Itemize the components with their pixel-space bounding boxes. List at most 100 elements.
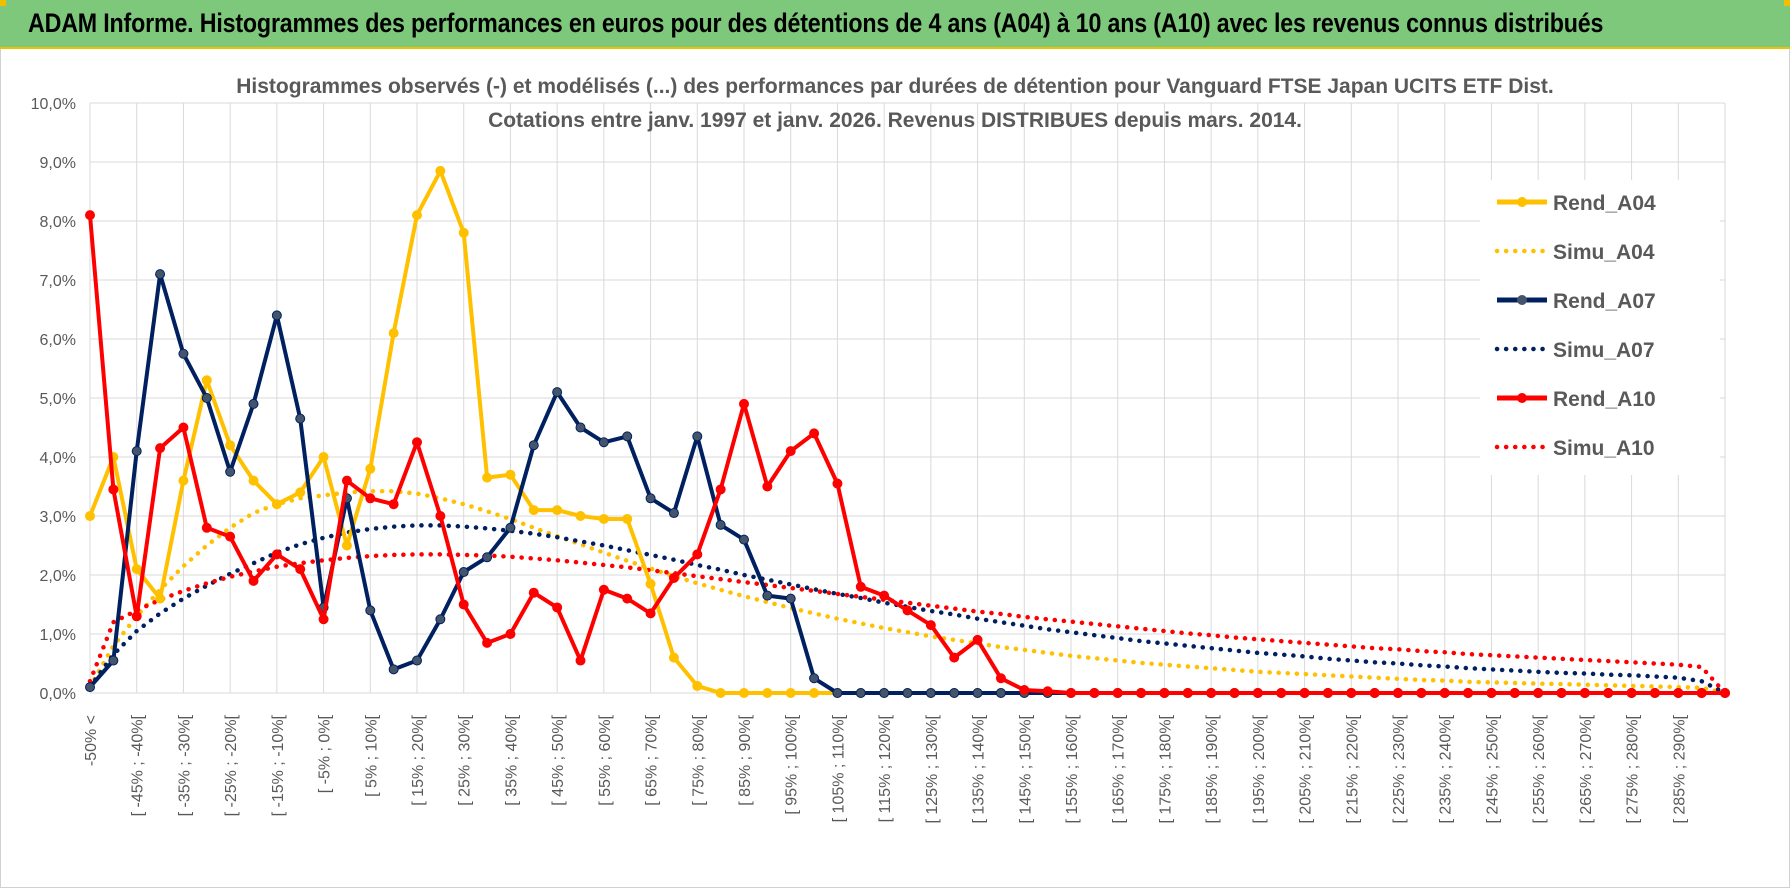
rend-a04-point bbox=[528, 505, 539, 516]
rend-a07-point bbox=[715, 519, 726, 530]
rend-a07-point bbox=[155, 269, 166, 280]
rend-a10-point bbox=[809, 428, 820, 439]
rend-a10-point bbox=[1720, 688, 1730, 698]
rend-a04-point bbox=[692, 680, 703, 691]
legend: Rend_A04 Simu_A04 Rend_A07 Simu_A07 Rend_A10… bbox=[1480, 180, 1720, 475]
y-tick-label: 3,0% bbox=[40, 509, 76, 526]
rend-a10-point bbox=[1182, 688, 1193, 698]
rend-a04-point bbox=[318, 452, 329, 462]
rend-a10-point bbox=[1579, 688, 1590, 698]
corner-mark bbox=[1784, 0, 1790, 6]
y-tick-label: 1,0% bbox=[40, 627, 76, 644]
rend-a10-point bbox=[1556, 688, 1567, 698]
chart-subtitle: Cotations entre janv. 1997 et janv. 2026… bbox=[488, 109, 1302, 132]
rend-a04-point bbox=[739, 688, 749, 698]
rend-a04-point bbox=[388, 328, 399, 339]
x-tick-label: [ 235% ; 240%[ bbox=[1438, 714, 1455, 823]
rend-a07-point bbox=[458, 567, 469, 578]
rend-a10-point bbox=[715, 484, 726, 495]
rend-a10-point bbox=[435, 511, 446, 521]
x-tick-label: [ 285% ; 290%[ bbox=[1671, 714, 1688, 823]
rend-a07-point bbox=[949, 688, 960, 698]
rend-a10-point bbox=[855, 581, 866, 592]
x-tick-label: [ 195% ; 200%[ bbox=[1251, 714, 1268, 823]
rend-a07-point bbox=[879, 688, 890, 698]
rend-a10-point bbox=[785, 446, 796, 457]
legend-box bbox=[1480, 180, 1720, 475]
rend-a07-point bbox=[925, 688, 936, 698]
rend-a10-point bbox=[925, 620, 936, 631]
x-tick-label: [ 5% ; 10%[ bbox=[363, 714, 380, 796]
rend-a07-point bbox=[435, 614, 446, 625]
y-tick-label: 7,0% bbox=[40, 273, 76, 290]
legend-label: Rend_A07 bbox=[1553, 290, 1656, 313]
rend-a10-point bbox=[575, 655, 586, 666]
rend-a10-point bbox=[832, 478, 843, 489]
title-banner: ADAM Informe. Histogrammes des performan… bbox=[0, 0, 1790, 49]
x-tick-label: [ -45% ; -40%[ bbox=[130, 714, 147, 816]
rend-a10-point bbox=[1252, 688, 1263, 698]
rend-a04-point bbox=[365, 463, 376, 474]
rend-a04-point bbox=[785, 688, 796, 698]
rend-a10-point bbox=[295, 564, 306, 575]
rend-a07-point bbox=[482, 552, 493, 563]
rend-a10-point bbox=[552, 602, 563, 613]
rend-a10-point bbox=[902, 605, 913, 616]
rend-a07-point bbox=[108, 655, 119, 666]
grid-lines bbox=[89, 102, 1726, 694]
rend-a04-point bbox=[809, 688, 820, 698]
rend-a10-point bbox=[365, 493, 376, 504]
rend-a07-point bbox=[809, 673, 820, 684]
rend-a07-point bbox=[645, 493, 656, 504]
rend-a04-point bbox=[575, 511, 586, 521]
rend-a04-point bbox=[505, 469, 516, 480]
x-tick-label: [ 85% ; 90%[ bbox=[737, 714, 754, 805]
rend-a07-point bbox=[178, 348, 189, 359]
rend-a10-point bbox=[1346, 688, 1357, 698]
rend-a10-point bbox=[178, 422, 189, 433]
rend-a04-point bbox=[178, 475, 189, 486]
x-tick-label: [ 95% ; 100%[ bbox=[784, 714, 801, 814]
y-tick-label: 4,0% bbox=[40, 450, 76, 467]
rend-a04-point bbox=[131, 564, 142, 575]
x-tick-label: [ -5% ; 0%[ bbox=[317, 714, 334, 793]
legend-label: Simu_A10 bbox=[1553, 437, 1655, 460]
rend-a07-point bbox=[668, 508, 679, 519]
legend-label: Simu_A07 bbox=[1553, 339, 1655, 362]
rend-a10-point bbox=[692, 549, 703, 560]
rend-a10-point bbox=[1206, 688, 1217, 698]
rend-a04-point bbox=[458, 227, 469, 238]
x-tick-label: [ 165% ; 170%[ bbox=[1111, 714, 1128, 823]
legend-label: Rend_A04 bbox=[1553, 192, 1656, 215]
y-tick-label: 2,0% bbox=[40, 568, 76, 585]
x-tick-label: [ 245% ; 250%[ bbox=[1484, 714, 1501, 823]
x-axis: -50% < [ -45% ; -40%[[ -35% ; -30%[[ -25%… bbox=[83, 714, 1688, 823]
rend-a10-point bbox=[458, 599, 469, 610]
rend-a04-point bbox=[622, 513, 633, 524]
rend-a10-point bbox=[762, 481, 773, 492]
rend-a04-point bbox=[341, 540, 352, 551]
rend-a07-point bbox=[412, 655, 422, 666]
rend-a04-point bbox=[598, 513, 609, 524]
rend-a04-point bbox=[225, 440, 236, 451]
rend-a10-point bbox=[528, 587, 539, 598]
rend-a10-point bbox=[949, 652, 960, 663]
rend-a10-point bbox=[1696, 688, 1707, 698]
rend-a04-point bbox=[201, 375, 212, 386]
x-tick-label: [ 275% ; 280%[ bbox=[1625, 714, 1642, 823]
rend-a07-point bbox=[552, 387, 563, 398]
rend-a10-point bbox=[1019, 685, 1030, 696]
rend-a10-point bbox=[598, 584, 609, 595]
rend-a10-point bbox=[1112, 688, 1123, 698]
rend-a04-point bbox=[85, 511, 95, 521]
banner-title: ADAM Informe. Histogrammes des performan… bbox=[28, 8, 1604, 38]
y-tick-label: 5,0% bbox=[40, 391, 76, 408]
rend-a10-point bbox=[1439, 688, 1450, 698]
rend-a07-point bbox=[995, 688, 1006, 698]
x-tick-label: [ -25% ; -20%[ bbox=[223, 714, 240, 816]
x-tick-label: [ 125% ; 130%[ bbox=[924, 714, 941, 823]
rend-a07-point bbox=[785, 593, 796, 604]
x-tick-label: [ 205% ; 210%[ bbox=[1298, 714, 1315, 823]
rend-a10-point bbox=[1229, 688, 1240, 698]
rend-a04-point bbox=[482, 472, 493, 483]
